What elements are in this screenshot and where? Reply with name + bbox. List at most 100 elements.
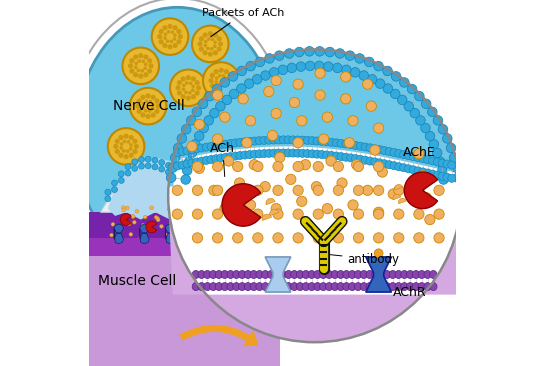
Ellipse shape bbox=[204, 116, 214, 125]
Ellipse shape bbox=[305, 46, 314, 56]
Ellipse shape bbox=[453, 173, 463, 182]
Polygon shape bbox=[168, 49, 461, 187]
Wedge shape bbox=[175, 210, 186, 222]
Ellipse shape bbox=[75, 7, 280, 271]
Ellipse shape bbox=[325, 283, 333, 291]
Circle shape bbox=[352, 160, 362, 170]
Circle shape bbox=[151, 103, 155, 107]
Ellipse shape bbox=[415, 92, 424, 101]
Ellipse shape bbox=[372, 283, 379, 291]
Ellipse shape bbox=[265, 54, 274, 63]
Circle shape bbox=[191, 85, 195, 88]
FancyArrowPatch shape bbox=[180, 325, 258, 346]
Ellipse shape bbox=[236, 138, 244, 146]
Circle shape bbox=[188, 91, 192, 94]
Polygon shape bbox=[265, 257, 291, 292]
Circle shape bbox=[414, 233, 424, 243]
Ellipse shape bbox=[421, 123, 430, 133]
Ellipse shape bbox=[287, 63, 296, 72]
Circle shape bbox=[341, 94, 351, 104]
Circle shape bbox=[373, 209, 384, 219]
Circle shape bbox=[213, 134, 223, 144]
Ellipse shape bbox=[395, 283, 402, 291]
Circle shape bbox=[129, 147, 132, 151]
Circle shape bbox=[177, 80, 182, 85]
Ellipse shape bbox=[401, 283, 408, 291]
Ellipse shape bbox=[186, 116, 196, 125]
Ellipse shape bbox=[168, 163, 178, 172]
Circle shape bbox=[110, 233, 113, 237]
Circle shape bbox=[172, 209, 183, 219]
Ellipse shape bbox=[395, 163, 403, 171]
Circle shape bbox=[206, 46, 210, 50]
Circle shape bbox=[135, 104, 141, 109]
Circle shape bbox=[273, 233, 283, 243]
Ellipse shape bbox=[216, 101, 225, 111]
Circle shape bbox=[208, 78, 214, 83]
Ellipse shape bbox=[275, 136, 282, 144]
Ellipse shape bbox=[389, 283, 396, 291]
Ellipse shape bbox=[349, 283, 356, 291]
Circle shape bbox=[186, 96, 191, 101]
Circle shape bbox=[293, 185, 303, 195]
Ellipse shape bbox=[390, 162, 398, 170]
Ellipse shape bbox=[250, 283, 257, 291]
Circle shape bbox=[296, 116, 307, 126]
Ellipse shape bbox=[205, 92, 215, 101]
Ellipse shape bbox=[414, 167, 422, 175]
Polygon shape bbox=[89, 238, 280, 366]
Circle shape bbox=[143, 55, 148, 60]
Circle shape bbox=[267, 179, 272, 185]
Circle shape bbox=[199, 176, 205, 182]
Ellipse shape bbox=[296, 283, 304, 291]
Ellipse shape bbox=[435, 157, 445, 166]
Circle shape bbox=[219, 88, 224, 93]
Ellipse shape bbox=[407, 270, 414, 279]
Ellipse shape bbox=[423, 169, 432, 177]
Circle shape bbox=[192, 169, 198, 175]
Circle shape bbox=[108, 128, 144, 165]
Circle shape bbox=[373, 233, 384, 243]
Ellipse shape bbox=[325, 47, 335, 57]
Ellipse shape bbox=[299, 149, 307, 157]
Circle shape bbox=[122, 206, 125, 209]
Ellipse shape bbox=[443, 173, 451, 181]
Circle shape bbox=[125, 206, 129, 210]
Circle shape bbox=[414, 149, 424, 159]
Circle shape bbox=[141, 60, 145, 63]
Circle shape bbox=[233, 163, 239, 168]
Circle shape bbox=[231, 225, 234, 229]
Circle shape bbox=[123, 48, 159, 84]
Ellipse shape bbox=[395, 270, 402, 279]
Ellipse shape bbox=[399, 78, 409, 87]
Circle shape bbox=[186, 75, 191, 80]
Wedge shape bbox=[404, 172, 438, 209]
Ellipse shape bbox=[181, 124, 191, 134]
Circle shape bbox=[129, 135, 134, 140]
Circle shape bbox=[213, 90, 223, 100]
Ellipse shape bbox=[452, 163, 461, 172]
Circle shape bbox=[243, 216, 246, 220]
Ellipse shape bbox=[229, 89, 239, 99]
Ellipse shape bbox=[432, 148, 442, 158]
Circle shape bbox=[179, 229, 183, 233]
Circle shape bbox=[178, 34, 183, 39]
Ellipse shape bbox=[187, 148, 197, 158]
Ellipse shape bbox=[212, 155, 220, 163]
Circle shape bbox=[213, 45, 217, 48]
Circle shape bbox=[341, 72, 351, 82]
Ellipse shape bbox=[171, 153, 180, 163]
Ellipse shape bbox=[284, 149, 292, 157]
Circle shape bbox=[146, 114, 150, 119]
Circle shape bbox=[116, 227, 119, 231]
Circle shape bbox=[208, 52, 213, 57]
Ellipse shape bbox=[343, 283, 350, 291]
Ellipse shape bbox=[366, 144, 374, 152]
Circle shape bbox=[414, 185, 424, 195]
Circle shape bbox=[186, 175, 191, 181]
Circle shape bbox=[219, 68, 224, 73]
Circle shape bbox=[173, 25, 178, 30]
Circle shape bbox=[218, 74, 222, 78]
Ellipse shape bbox=[407, 283, 414, 291]
Circle shape bbox=[213, 33, 218, 38]
